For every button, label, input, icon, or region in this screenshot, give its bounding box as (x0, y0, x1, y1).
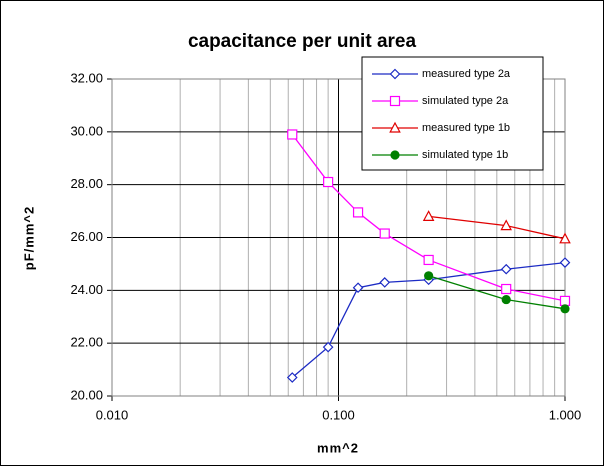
marker (501, 283, 512, 295)
y-tick-label: 28.00 (70, 176, 103, 191)
y-tick-label: 26.00 (70, 229, 103, 244)
y-tick-label: 20.00 (70, 387, 103, 402)
marker (390, 150, 400, 160)
legend-label: measured type 1b (422, 122, 510, 134)
x-tick-label: 0.100 (322, 407, 355, 422)
marker (560, 304, 570, 314)
marker (389, 68, 401, 80)
legend-box (361, 56, 544, 171)
y-tick-label: 24.00 (70, 282, 103, 297)
y-axis-label: pF/mm^2 (21, 206, 36, 270)
legend-label: simulated type 2a (422, 95, 509, 107)
x-axis-label: mm^2 (317, 440, 359, 455)
marker (352, 282, 364, 294)
legend-label: simulated type 1b (422, 149, 508, 161)
marker (559, 257, 571, 268)
marker (500, 263, 512, 275)
x-tick-label: 1.000 (549, 407, 582, 422)
x-tick-label: 0.010 (96, 407, 129, 422)
marker (379, 277, 391, 288)
y-tick-label: 30.00 (70, 123, 103, 138)
chart-title: capacitance per unit area (188, 31, 417, 52)
marker (389, 121, 401, 133)
marker (500, 219, 512, 231)
marker (352, 207, 364, 218)
marker (559, 295, 571, 306)
y-tick-label: 22.00 (70, 335, 103, 350)
marker (389, 95, 401, 107)
marker (379, 228, 390, 239)
marker (422, 210, 435, 221)
y-tick-label: 32.00 (70, 70, 103, 85)
marker (287, 129, 298, 140)
legend: measured type 2a simulated type 2a measure… (361, 56, 544, 171)
marker (286, 372, 298, 383)
marker (323, 176, 334, 188)
marker (501, 294, 511, 305)
marker (559, 232, 571, 244)
marker (322, 341, 334, 353)
legend-label: measured type 2a (422, 68, 511, 80)
marker (424, 271, 434, 281)
marker (423, 254, 434, 266)
